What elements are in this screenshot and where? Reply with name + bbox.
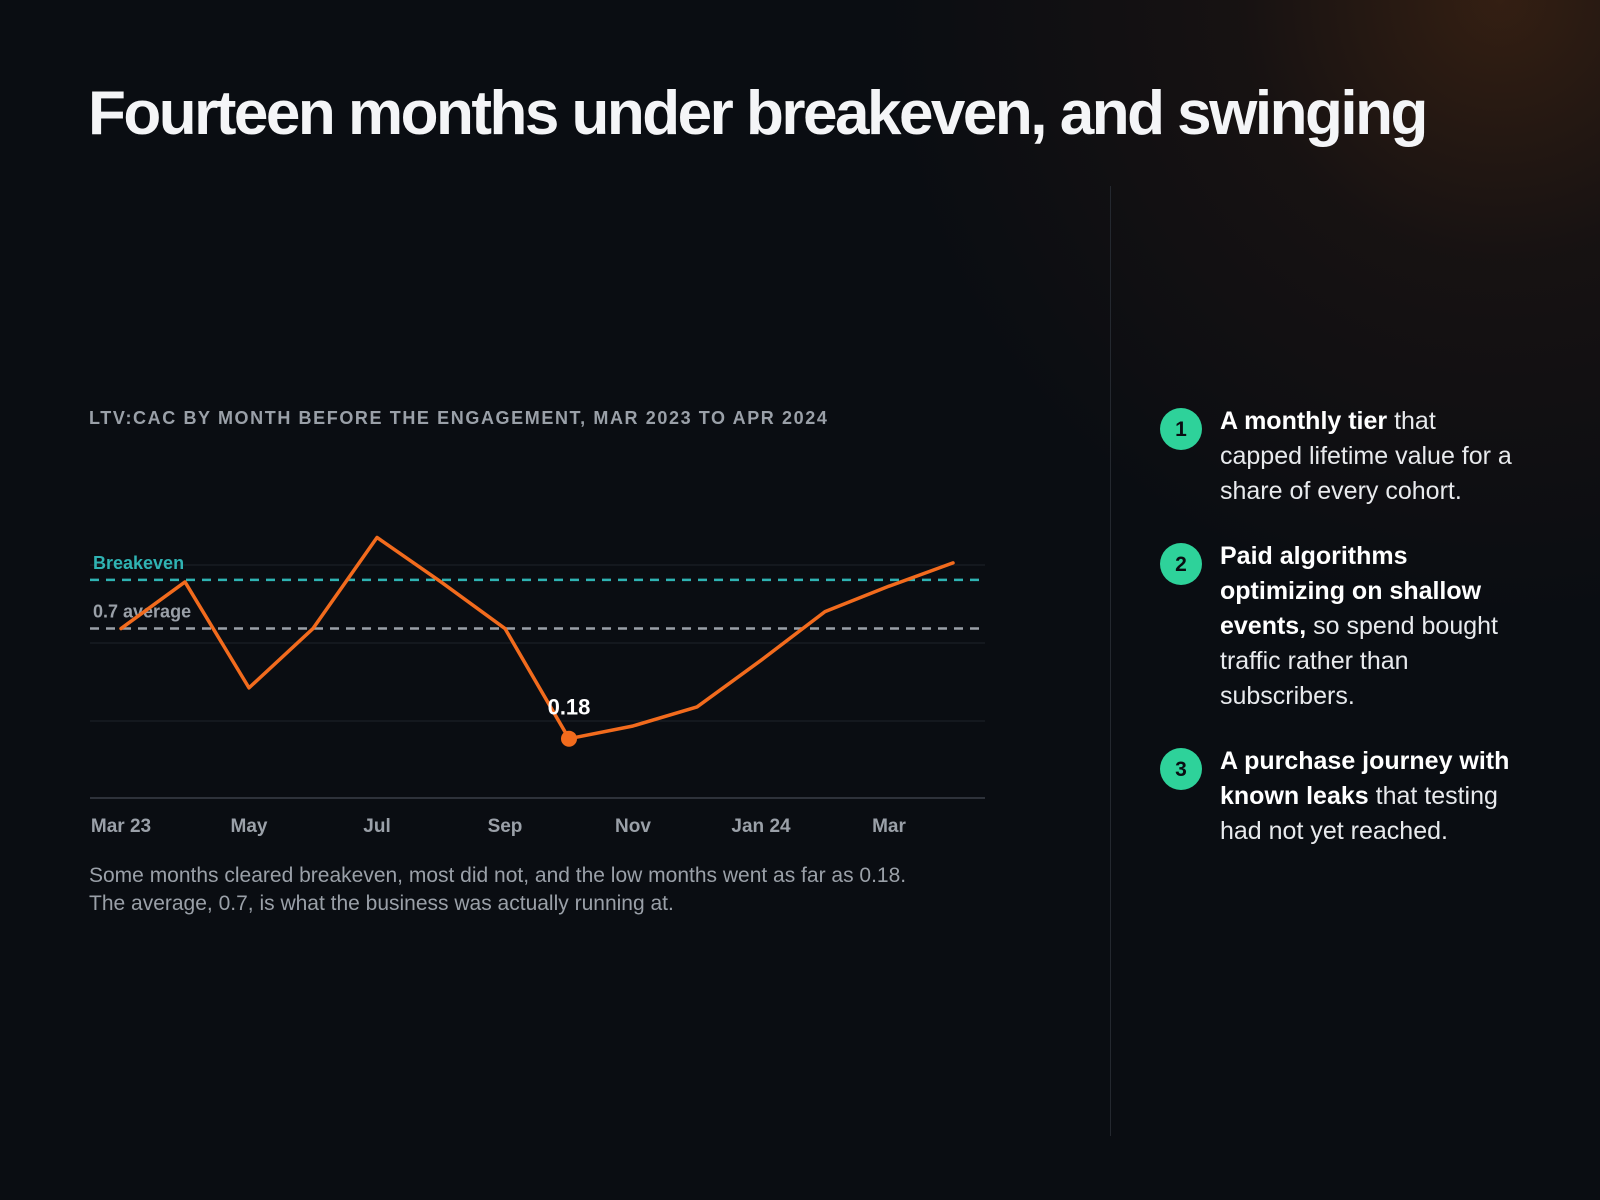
x-tick-label: Jul <box>363 816 390 837</box>
number-badge: 3 <box>1160 748 1202 790</box>
reason-text: so spend bought traffic rather than subs… <box>1220 612 1498 710</box>
x-tick-label: Sep <box>488 816 523 837</box>
reason-item: 2 Paid algorithms optimizing on shallow … <box>1160 539 1520 714</box>
x-tick-label: Nov <box>615 816 651 837</box>
gridlines <box>90 564 985 799</box>
number-badge: 1 <box>1160 408 1202 450</box>
chart-subtitle: LTV:CAC BY MONTH BEFORE THE ENGAGEMENT, … <box>89 408 829 428</box>
number-badge: 2 <box>1160 543 1202 585</box>
series-layer: 0.18 <box>119 535 955 747</box>
x-tick-label: May <box>231 816 268 837</box>
reason-emphasis: A purchase journey with known leaks <box>1220 747 1510 810</box>
reason-emphasis: A monthly tier <box>1220 407 1388 435</box>
caption-line-1: Some months cleared breakeven, most did … <box>89 864 907 887</box>
reference-label: Breakeven <box>93 553 184 573</box>
x-tick-label: Mar 23 <box>91 816 151 837</box>
reason-item: 1 A monthly tier that capped lifetime va… <box>1160 404 1520 509</box>
page-title: Fourteen months under breakeven, and swi… <box>88 79 1428 148</box>
low-point-label: 0.18 <box>548 695 591 720</box>
reason-emphasis: Paid algorithms optimizing on shallow ev… <box>1220 542 1482 640</box>
low-point-marker <box>561 730 577 747</box>
caption-line-2: The average, 0.7, is what the business w… <box>89 892 674 915</box>
x-tick-label: Mar <box>872 816 906 837</box>
reason-text: that capped lifetime value for a share o… <box>1220 407 1512 505</box>
reasons-list: 1 A monthly tier that capped lifetime va… <box>1160 404 1520 879</box>
reason-text: that testing had not yet reached. <box>1220 782 1498 845</box>
column-divider <box>1110 186 1111 1136</box>
chart-caption: Some months cleared breakeven, most did … <box>89 862 1049 918</box>
reason-item: 3 A purchase journey with known leaks th… <box>1160 744 1520 849</box>
x-axis-ticks: Mar 23 May Jul Sep Nov Jan 24 Mar <box>91 816 907 837</box>
x-tick-label: Jan 24 <box>731 816 791 837</box>
series-line <box>119 535 955 741</box>
